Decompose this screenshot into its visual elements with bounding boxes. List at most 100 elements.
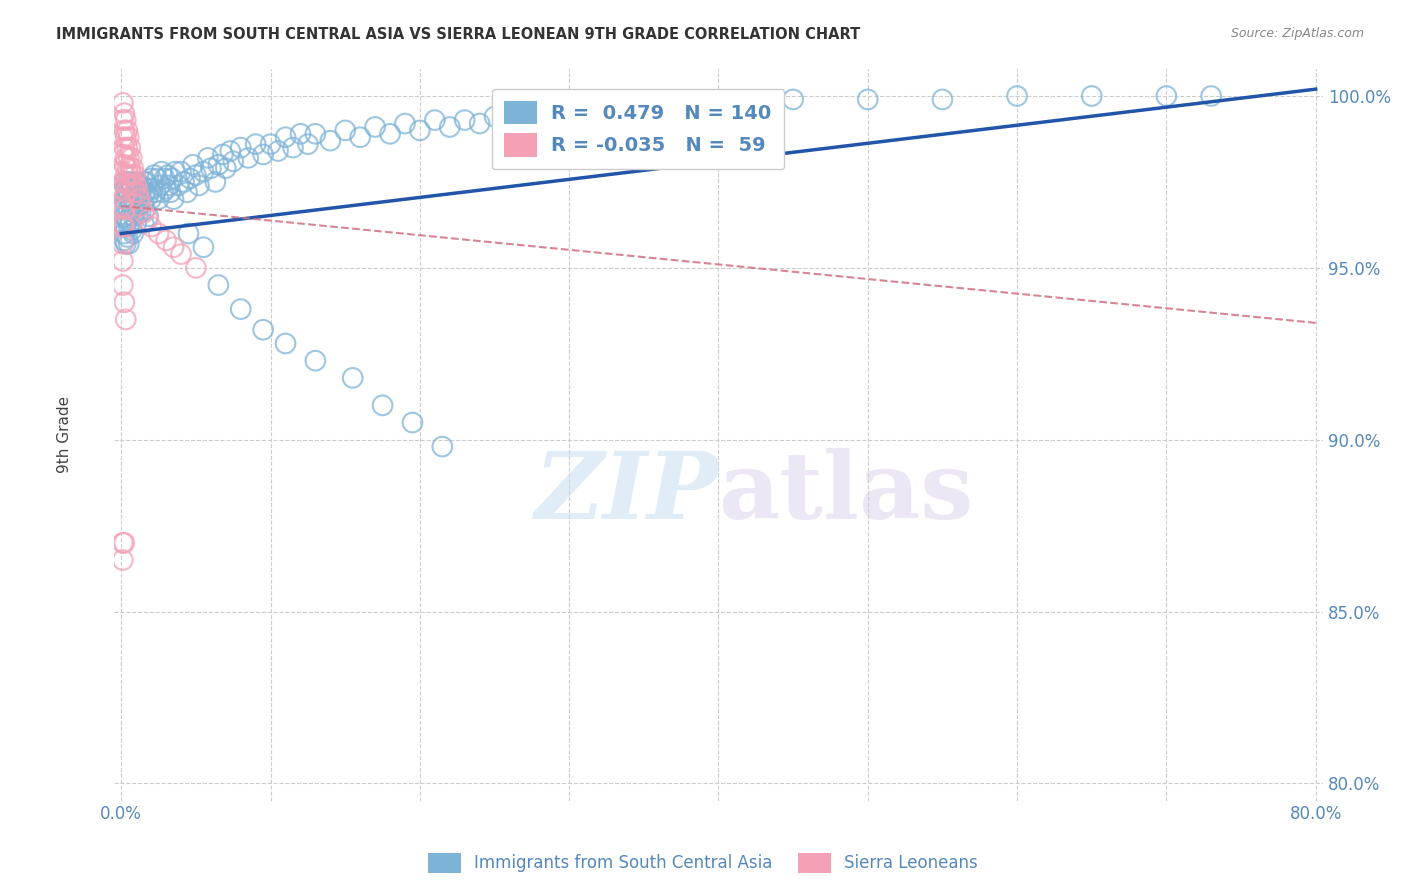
Point — [125, 175, 148, 189]
Point — [170, 164, 193, 178]
Point — [142, 182, 165, 196]
Point — [259, 137, 281, 152]
Point — [364, 120, 387, 134]
Point — [617, 99, 640, 113]
Point — [111, 216, 134, 230]
Point — [498, 113, 520, 128]
Point — [112, 219, 135, 234]
Point — [118, 186, 141, 200]
Point — [134, 202, 156, 217]
Text: atlas: atlas — [718, 448, 974, 538]
Point — [117, 178, 139, 193]
Point — [176, 186, 198, 200]
Point — [132, 216, 155, 230]
Point — [111, 130, 134, 145]
Point — [117, 140, 139, 154]
Point — [1080, 89, 1102, 103]
Point — [409, 123, 432, 137]
Point — [588, 103, 610, 117]
Point — [529, 110, 551, 124]
Point — [170, 247, 193, 261]
Point — [121, 182, 143, 196]
Point — [290, 127, 312, 141]
Point — [148, 227, 170, 241]
Point — [737, 95, 759, 110]
Point — [117, 161, 139, 176]
Point — [114, 113, 136, 128]
Point — [454, 113, 477, 128]
Point — [157, 178, 180, 193]
Point — [111, 199, 134, 213]
Point — [184, 168, 207, 182]
Point — [155, 182, 177, 196]
Point — [112, 175, 135, 189]
Point — [111, 182, 134, 196]
Point — [132, 175, 155, 189]
Point — [131, 178, 153, 193]
Point — [125, 216, 148, 230]
Point — [111, 553, 134, 567]
Point — [252, 323, 274, 337]
Point — [782, 92, 804, 106]
Point — [134, 186, 156, 200]
Point — [371, 398, 394, 412]
Point — [1156, 89, 1178, 103]
Point — [114, 130, 136, 145]
Point — [111, 536, 134, 550]
Point — [207, 158, 229, 172]
Point — [112, 175, 135, 189]
Point — [342, 371, 364, 385]
Point — [245, 137, 267, 152]
Point — [648, 99, 671, 113]
Point — [335, 123, 357, 137]
Text: ZIP: ZIP — [534, 448, 718, 538]
Point — [229, 140, 252, 154]
Point — [160, 171, 183, 186]
Point — [118, 219, 141, 234]
Point — [931, 92, 953, 106]
Point — [121, 223, 143, 237]
Point — [423, 113, 446, 128]
Point — [128, 199, 150, 213]
Point — [349, 130, 371, 145]
Point — [229, 302, 252, 317]
Point — [197, 151, 219, 165]
Legend: R =  0.479   N = 140, R = -0.035   N =  59: R = 0.479 N = 140, R = -0.035 N = 59 — [492, 88, 785, 169]
Point — [120, 140, 142, 154]
Legend: Immigrants from South Central Asia, Sierra Leoneans: Immigrants from South Central Asia, Sier… — [422, 847, 984, 880]
Point — [124, 186, 146, 200]
Point — [156, 168, 179, 182]
Y-axis label: 9th Grade: 9th Grade — [58, 396, 72, 473]
Point — [155, 233, 177, 247]
Point — [136, 188, 159, 202]
Point — [121, 202, 143, 217]
Point — [111, 113, 134, 128]
Point — [114, 312, 136, 326]
Point — [111, 164, 134, 178]
Point — [179, 171, 201, 186]
Point — [136, 212, 159, 227]
Point — [238, 151, 260, 165]
Point — [124, 186, 146, 200]
Point — [112, 123, 135, 137]
Point — [112, 192, 135, 206]
Point — [122, 178, 145, 193]
Point — [173, 175, 195, 189]
Point — [187, 178, 209, 193]
Point — [112, 202, 135, 217]
Point — [127, 186, 149, 200]
Point — [135, 175, 157, 189]
Point — [207, 278, 229, 293]
Point — [111, 254, 134, 268]
Point — [707, 95, 730, 110]
Point — [297, 137, 319, 152]
Point — [117, 175, 139, 189]
Point — [125, 195, 148, 210]
Point — [153, 171, 176, 186]
Point — [468, 116, 491, 130]
Point — [120, 161, 142, 176]
Point — [111, 199, 134, 213]
Point — [118, 202, 141, 217]
Point — [193, 240, 215, 254]
Point — [128, 192, 150, 206]
